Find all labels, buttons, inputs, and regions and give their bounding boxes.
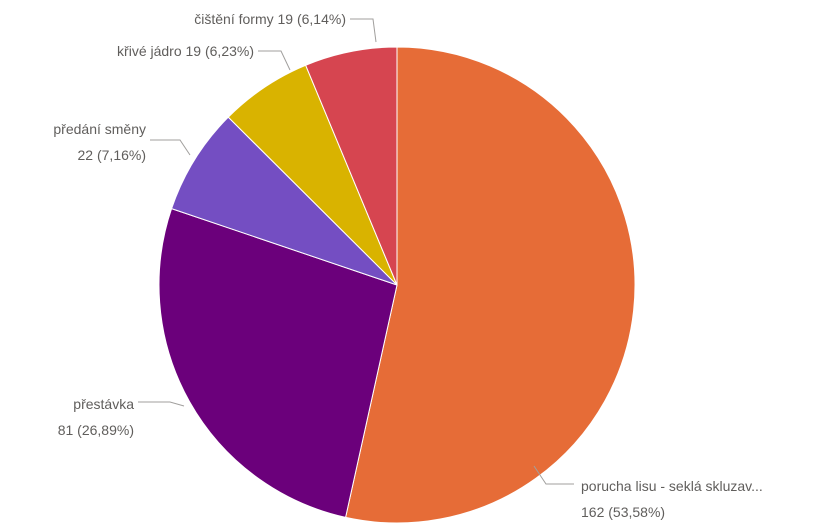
pie-slice-1[interactable] — [158, 208, 398, 518]
data-label-porucha-name: porucha lisu - seklá skluzav... — [581, 478, 763, 494]
leader-line-krive — [258, 50, 291, 71]
pie-slice-2[interactable] — [170, 116, 398, 286]
data-label-porucha-value: 162 (53,58%) — [581, 504, 665, 520]
leader-line-porucha — [533, 465, 574, 485]
data-labels: porucha lisu - seklá skluzav... 162 (53,… — [53, 11, 762, 520]
data-label-prestavka-name: přestávka — [73, 396, 134, 412]
pie-slice-4[interactable] — [304, 46, 398, 286]
leader-line-predani — [150, 139, 191, 156]
leader-line-cisteni — [350, 18, 377, 43]
leader-lines — [138, 18, 574, 485]
pie-slices — [158, 46, 636, 524]
data-label-predani-value: 22 (7,16%) — [78, 147, 146, 163]
data-label-predani-name: předání směny — [53, 121, 146, 137]
data-label-krive: křivé jádro 19 (6,23%) — [117, 43, 254, 59]
data-label-cisteni: čištění formy 19 (6,14%) — [194, 11, 346, 27]
pie-slice-0[interactable] — [344, 46, 636, 524]
data-label-prestavka-value: 81 (26,89%) — [58, 422, 134, 438]
leader-line-prestavka — [138, 401, 185, 407]
